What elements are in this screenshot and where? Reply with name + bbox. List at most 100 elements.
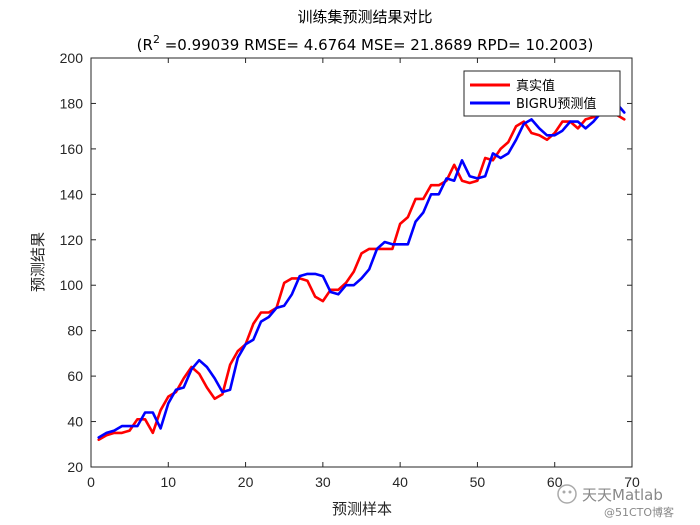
y-tick-label: 200 — [60, 50, 84, 66]
data-point-pred — [260, 320, 262, 322]
x-tick-label: 20 — [238, 474, 254, 490]
data-point-true — [438, 184, 440, 186]
subtitle-stats: =0.99039 RMSE= 4.6764 MSE= 21.8689 RPD= … — [160, 36, 593, 54]
data-point-pred — [306, 273, 308, 275]
data-point-true — [469, 182, 471, 184]
plot-area — [90, 57, 633, 468]
data-point-pred — [569, 120, 571, 122]
data-point-pred — [476, 177, 478, 179]
data-point-true — [337, 289, 339, 291]
data-point-pred — [422, 211, 424, 213]
data-point-true — [98, 439, 100, 441]
data-point-true — [214, 398, 216, 400]
data-point-true — [584, 118, 586, 120]
x-tick-label: 30 — [315, 474, 331, 490]
series-line-true — [97, 113, 626, 442]
data-point-pred — [121, 425, 123, 427]
data-point-pred — [167, 402, 169, 404]
subtitle-prefix: (R — [137, 36, 153, 54]
data-point-pred — [275, 307, 277, 309]
watermark: 天天Matlab @51CTO博客 — [557, 484, 674, 519]
data-point-pred — [268, 316, 270, 318]
wechat-icon-eye — [562, 490, 566, 494]
data-point-true — [167, 395, 169, 397]
data-point-true — [268, 311, 270, 313]
data-point-pred — [515, 139, 517, 141]
data-point-pred — [623, 111, 625, 113]
y-tick-label: 140 — [60, 186, 84, 202]
data-point-true — [530, 132, 532, 134]
y-tick-label: 160 — [60, 141, 84, 157]
data-point-true — [561, 120, 563, 122]
data-point-pred — [322, 275, 324, 277]
data-point-true — [368, 248, 370, 250]
data-point-true — [329, 289, 331, 291]
wechat-icon-eye-2 — [568, 490, 572, 494]
data-point-true — [623, 118, 625, 120]
data-point-true — [237, 350, 239, 352]
data-point-true — [190, 366, 192, 368]
data-point-true — [252, 323, 254, 325]
data-point-pred — [252, 339, 254, 341]
chart-title: 训练集预测结果对比 — [297, 8, 432, 26]
watermark-text: 天天Matlab — [582, 486, 663, 504]
data-point-pred — [144, 411, 146, 413]
data-point-pred — [159, 427, 161, 429]
data-point-pred — [206, 366, 208, 368]
data-point-pred — [190, 368, 192, 370]
x-axis-label: 预测样本 — [332, 500, 392, 518]
wechat-icon — [557, 484, 577, 504]
x-tick-label: 70 — [624, 474, 640, 490]
data-point-pred — [368, 268, 370, 270]
data-point-pred — [105, 432, 107, 434]
data-point-pred — [453, 180, 455, 182]
data-point-pred — [291, 293, 293, 295]
watermark-subtext: @51CTO博客 — [604, 505, 674, 519]
data-point-true — [306, 280, 308, 282]
data-point-true — [283, 282, 285, 284]
data-point-pred — [399, 243, 401, 245]
y-tick-label: 60 — [67, 368, 83, 384]
data-point-pred — [507, 152, 509, 154]
data-point-pred — [283, 305, 285, 307]
y-tick-label: 20 — [67, 459, 83, 475]
x-tick-label: 10 — [160, 474, 176, 490]
data-point-pred — [198, 359, 200, 361]
data-point-pred — [98, 436, 100, 438]
data-point-true — [105, 434, 107, 436]
data-point-pred — [499, 157, 501, 159]
x-tick-label: 60 — [547, 474, 563, 490]
data-point-pred — [384, 241, 386, 243]
data-point-true — [136, 418, 138, 420]
data-point-true — [399, 223, 401, 225]
data-point-true — [128, 429, 130, 431]
data-point-true — [430, 184, 432, 186]
data-point-true — [461, 180, 463, 182]
data-point-pred — [128, 425, 130, 427]
data-point-true — [453, 164, 455, 166]
data-point-true — [384, 248, 386, 250]
data-point-pred — [183, 386, 185, 388]
data-point-pred — [353, 284, 355, 286]
y-tick-label: 100 — [60, 277, 84, 293]
data-point-pred — [584, 127, 586, 129]
data-point-true — [299, 277, 301, 279]
data-point-true — [523, 120, 525, 122]
data-point-true — [198, 373, 200, 375]
data-point-true — [322, 300, 324, 302]
legend: 真实值 BIGRU预测值 — [463, 70, 621, 117]
data-point-pred — [414, 220, 416, 222]
data-point-pred — [221, 391, 223, 393]
data-point-true — [484, 157, 486, 159]
data-point-pred — [461, 159, 463, 161]
data-point-pred — [237, 357, 239, 359]
data-point-true — [353, 270, 355, 272]
data-point-true — [499, 148, 501, 150]
data-point-pred — [554, 134, 556, 136]
data-point-pred — [407, 243, 409, 245]
data-point-true — [492, 159, 494, 161]
data-point-pred — [175, 389, 177, 391]
legend-label-true: 真实值 — [516, 78, 555, 94]
data-point-pred — [329, 291, 331, 293]
